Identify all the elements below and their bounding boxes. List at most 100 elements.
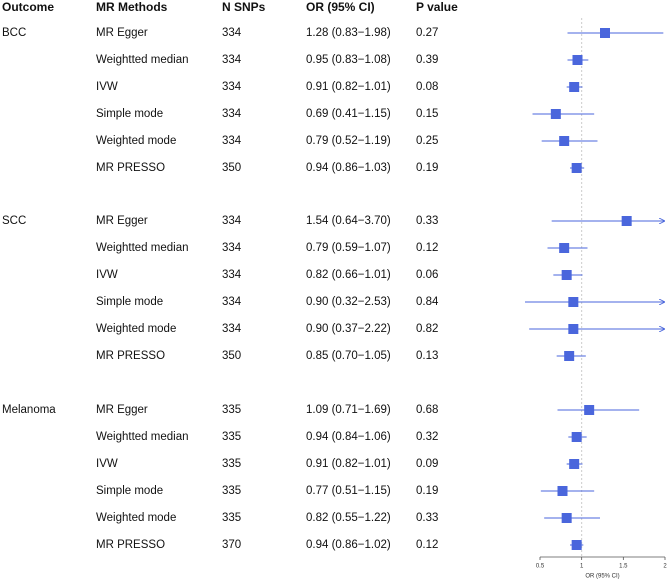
point-estimate <box>584 405 595 415</box>
point-estimate <box>557 486 568 496</box>
method-label: Weighted mode <box>96 323 176 335</box>
x-axis-title: OR (95% CI) <box>585 574 619 580</box>
point-estimate <box>564 351 575 361</box>
method-label: Weightted median <box>96 242 188 254</box>
n-snps: 334 <box>222 215 242 227</box>
point-estimate <box>559 243 570 253</box>
point-estimate <box>571 163 582 173</box>
x-tick-label: 1 <box>580 564 584 570</box>
or-label: 0.77 (0.51−1.15) <box>306 485 391 497</box>
n-snps: 335 <box>222 431 241 443</box>
p-value: 0.13 <box>416 350 438 362</box>
point-estimate <box>621 216 632 226</box>
point-estimate <box>568 297 579 307</box>
outcome-label: Melanoma <box>2 404 56 416</box>
p-value: 0.68 <box>416 404 438 416</box>
or-label: 0.79 (0.52−1.19) <box>306 135 391 147</box>
n-snps: 334 <box>222 108 242 120</box>
point-estimate <box>572 55 583 65</box>
p-value: 0.33 <box>416 215 438 227</box>
method-label: MR PRESSO <box>96 162 165 174</box>
method-label: MR Egger <box>96 27 148 39</box>
or-label: 0.85 (0.70−1.05) <box>306 350 391 362</box>
n-snps: 335 <box>222 458 241 470</box>
n-snps: 334 <box>222 27 242 39</box>
outcome-label: BCC <box>2 27 26 39</box>
point-estimate <box>568 324 579 334</box>
n-snps: 334 <box>222 269 242 281</box>
n-snps: 370 <box>222 539 241 551</box>
method-label: Weighted mode <box>96 135 176 147</box>
or-label: 0.94 (0.86−1.03) <box>306 162 391 174</box>
or-label: 0.90 (0.32−2.53) <box>306 296 391 308</box>
outcome-label: SCC <box>2 215 26 227</box>
method-label: IVW <box>96 269 118 281</box>
n-snps: 334 <box>222 296 242 308</box>
x-tick-label: 1.5 <box>619 564 628 570</box>
p-value: 0.19 <box>416 162 438 174</box>
n-snps: 350 <box>222 162 241 174</box>
method-label: IVW <box>96 81 118 93</box>
method-label: Weighted mode <box>96 512 176 524</box>
p-value: 0.19 <box>416 485 438 497</box>
method-label: MR PRESSO <box>96 350 165 362</box>
n-snps: 334 <box>222 81 242 93</box>
or-label: 0.95 (0.83−1.08) <box>306 54 391 66</box>
n-snps: 334 <box>222 242 242 254</box>
point-estimate <box>561 513 572 523</box>
method-label: MR Egger <box>96 404 148 416</box>
column-header: P value <box>416 0 458 14</box>
method-label: Weightted median <box>96 431 188 443</box>
x-tick-label: 2 <box>663 564 667 570</box>
point-estimate <box>559 136 570 146</box>
or-label: 0.94 (0.84−1.06) <box>306 431 391 443</box>
n-snps: 335 <box>222 404 241 416</box>
p-value: 0.15 <box>416 108 438 120</box>
n-snps: 334 <box>222 323 242 335</box>
or-label: 0.91 (0.82−1.01) <box>306 81 391 93</box>
p-value: 0.09 <box>416 458 438 470</box>
p-value: 0.84 <box>416 296 439 308</box>
p-value: 0.33 <box>416 512 438 524</box>
point-estimate <box>600 28 610 38</box>
or-label: 0.90 (0.37−2.22) <box>306 323 391 335</box>
point-estimate <box>550 109 561 119</box>
or-label: 0.94 (0.86−1.02) <box>306 539 391 551</box>
or-label: 1.28 (0.83−1.98) <box>306 27 391 39</box>
point-estimate <box>571 432 582 442</box>
point-estimate <box>569 82 580 92</box>
point-estimate <box>569 459 580 469</box>
method-label: MR PRESSO <box>96 539 165 551</box>
or-label: 0.91 (0.82−1.01) <box>306 458 391 470</box>
p-value: 0.12 <box>416 539 438 551</box>
n-snps: 335 <box>222 512 241 524</box>
point-estimate <box>571 540 582 550</box>
column-header: MR Methods <box>96 0 168 14</box>
or-label: 0.69 (0.41−1.15) <box>306 108 391 120</box>
n-snps: 334 <box>222 54 242 66</box>
p-value: 0.27 <box>416 27 438 39</box>
or-label: 1.09 (0.71−1.69) <box>306 404 391 416</box>
p-value: 0.32 <box>416 431 438 443</box>
method-label: Simple mode <box>96 485 163 497</box>
column-header: N SNPs <box>222 0 266 14</box>
method-label: IVW <box>96 458 118 470</box>
method-label: MR Egger <box>96 215 148 227</box>
p-value: 0.82 <box>416 323 438 335</box>
or-label: 0.82 (0.66−1.01) <box>306 269 391 281</box>
p-value: 0.06 <box>416 269 438 281</box>
p-value: 0.25 <box>416 135 438 147</box>
n-snps: 335 <box>222 485 241 497</box>
or-label: 0.82 (0.55−1.22) <box>306 512 391 524</box>
p-value: 0.39 <box>416 54 438 66</box>
p-value: 0.08 <box>416 81 438 93</box>
point-estimate <box>561 270 572 280</box>
method-label: Simple mode <box>96 108 163 120</box>
method-label: Simple mode <box>96 296 163 308</box>
x-tick-label: 0.5 <box>536 564 545 570</box>
p-value: 0.12 <box>416 242 438 254</box>
or-label: 0.79 (0.59−1.07) <box>306 242 391 254</box>
n-snps: 334 <box>222 135 242 147</box>
or-label: 1.54 (0.64−3.70) <box>306 215 391 227</box>
